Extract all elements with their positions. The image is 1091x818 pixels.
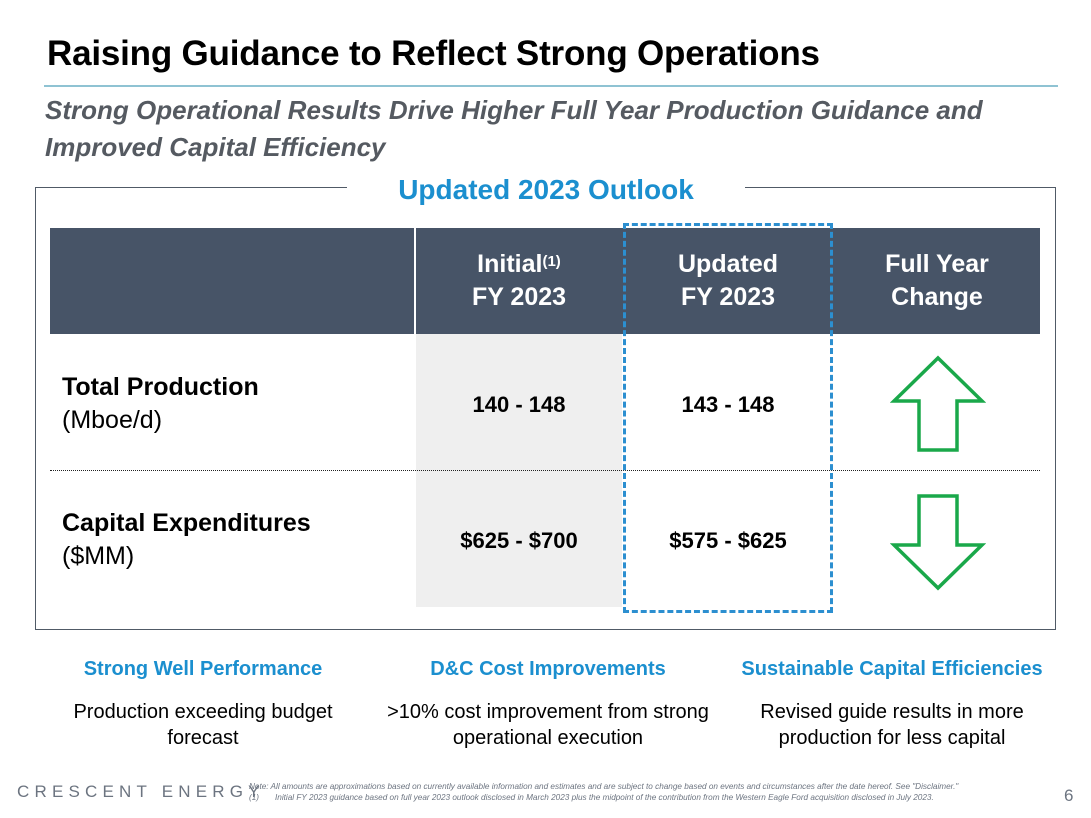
footnote-text: Initial FY 2023 guidance based on full y…: [275, 793, 934, 802]
header-change: Full Year Change: [834, 228, 1040, 334]
production-initial-value: 140 - 148: [472, 392, 566, 417]
slide-subtitle: Strong Operational Results Drive Higher …: [45, 95, 983, 162]
updated-column-highlight: [623, 223, 833, 613]
up-arrow-icon: [890, 355, 986, 452]
down-arrow-icon: [890, 494, 986, 591]
row-unit-production: (Mboe/d): [62, 406, 163, 434]
header-updated: Updated FY 2023: [624, 228, 832, 334]
pillar-text-capital-efficiencies: Revised guide results in more production…: [760, 701, 1024, 749]
header-initial: Initial(1) FY 2023: [416, 228, 622, 334]
slide-title: Raising Guidance to Reflect Strong Opera…: [47, 34, 820, 73]
row-label-production: Total Production: [62, 373, 259, 401]
outlook-title: Updated 2023 Outlook: [347, 172, 745, 208]
header-divider: [414, 228, 416, 334]
table-header-row: [50, 228, 1040, 334]
pillar-text-cost-improvements: >10% cost improvement from strong operat…: [387, 701, 709, 749]
pillar-title-cost-improvements: D&C Cost Improvements: [430, 658, 666, 680]
table-row-capex: Capital Expenditures ($MM): [62, 507, 311, 573]
pillar-title-well-performance: Strong Well Performance: [83, 658, 323, 680]
header-initial-footnote: (1): [542, 253, 561, 270]
pillar-title-capital-efficiencies: Sustainable Capital Efficiencies: [741, 658, 1043, 680]
row-unit-capex: ($MM): [62, 542, 135, 570]
header-updated-label: Updated: [678, 250, 778, 278]
header-change-label: Full Year: [885, 250, 989, 278]
production-updated-value: 143 - 148: [681, 392, 775, 417]
title-divider: [44, 85, 1058, 87]
row-label-capex: Capital Expenditures: [62, 509, 311, 537]
capex-initial-value: $625 - $700: [460, 528, 578, 553]
capex-updated-value: $575 - $625: [669, 528, 787, 553]
header-initial-year: FY 2023: [471, 283, 567, 311]
company-logo: CRESCENT ENERGY: [17, 782, 265, 801]
header-updated-year: FY 2023: [680, 283, 776, 311]
header-initial-label: Initial: [477, 250, 543, 278]
footnote-number: (1): [249, 793, 260, 802]
page-number: 6: [1064, 786, 1074, 805]
pillar-text-well-performance: Production exceeding budget forecast: [73, 701, 333, 749]
row-divider: [50, 470, 1040, 471]
header-change-line2: Change: [891, 283, 983, 311]
footnote-block: Note: All amounts are approximations bas…: [249, 781, 1059, 803]
disclaimer-note: Note: All amounts are approximations bas…: [249, 782, 959, 791]
table-row-production: Total Production (Mboe/d): [62, 371, 259, 437]
